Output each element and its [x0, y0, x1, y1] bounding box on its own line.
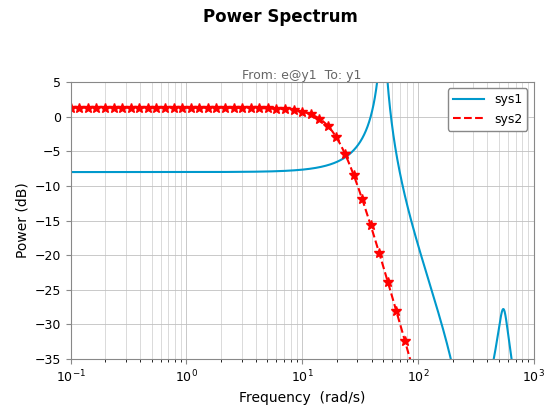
sys2: [368, 226, 375, 231]
X-axis label: Frequency  (rad/s): Frequency (rad/s): [239, 391, 365, 405]
Title: From: e@y1  To: y1: From: e@y1 To: y1: [242, 69, 362, 82]
sys1: [368, 110, 375, 115]
sys2: [67, 105, 74, 110]
Text: Power Spectrum: Power Spectrum: [203, 8, 357, 26]
sys1: [244, 169, 251, 174]
sys2: [413, 378, 419, 383]
sys1: [448, 359, 455, 364]
Y-axis label: Power (dB): Power (dB): [15, 183, 29, 258]
sys1: [345, 152, 352, 158]
Line: sys1: sys1: [71, 21, 534, 420]
sys1: [67, 170, 74, 175]
sys2: [151, 105, 158, 110]
sys1: [151, 170, 158, 175]
Line: sys2: sys2: [71, 108, 534, 420]
sys2: [345, 159, 352, 164]
sys2: [244, 105, 251, 110]
sys1: [380, 19, 386, 24]
sys1: [413, 236, 419, 241]
Legend: sys1, sys2: sys1, sys2: [448, 88, 528, 131]
